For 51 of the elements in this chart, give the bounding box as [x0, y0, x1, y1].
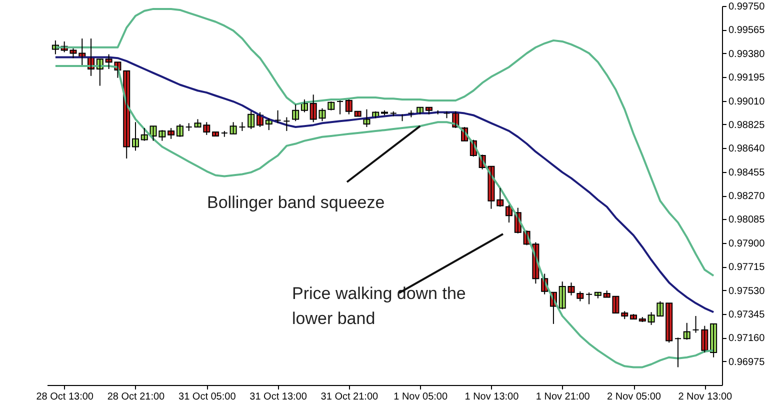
y-tick-label: 0.99750: [728, 2, 766, 12]
y-tick-label: 0.97160: [728, 333, 766, 344]
x-tick-label: 28 Oct 13:00: [36, 392, 94, 400]
candlestick: [594, 292, 602, 299]
candlestick: [354, 110, 362, 117]
y-tick-label: 0.99380: [728, 48, 766, 60]
candlestick: [274, 110, 282, 124]
y-tick-label: 0.97345: [728, 309, 766, 320]
candlestick: [621, 310, 628, 320]
candlestick: [390, 110, 397, 117]
x-tick-label: 31 Oct 21:00: [320, 392, 378, 400]
y-tick-label: 0.98455: [728, 167, 766, 178]
candlestick: [140, 128, 148, 142]
x-tick-label: 2 Nov 05:00: [607, 392, 662, 400]
x-tick-label: 31 Oct 05:00: [178, 392, 236, 400]
candlestick: [238, 122, 246, 132]
x-tick-label: 28 Oct 21:00: [107, 392, 166, 400]
x-tick-label: 1 Nov 21:00: [536, 392, 590, 400]
candlestick: [674, 337, 682, 368]
candlestick: [194, 118, 202, 128]
candlestick: [336, 100, 344, 115]
x-tick-label: 1 Nov 13:00: [464, 392, 520, 400]
y-tick-label: 0.99010: [728, 96, 766, 108]
y-tick-label: 0.98825: [728, 120, 766, 131]
x-tick-label: 31 Oct 13:00: [250, 392, 308, 400]
y-tick-label: 0.98085: [728, 214, 766, 226]
y-tick-label: 0.98270: [728, 191, 766, 202]
y-tick-label: 0.97530: [728, 286, 766, 297]
candlestick: [212, 131, 220, 136]
y-tick-label: 0.97900: [728, 238, 766, 250]
y-tick-label: 0.97715: [728, 262, 766, 274]
candlestick: [425, 106, 432, 115]
annotation: Price walking down the lower band: [292, 284, 466, 328]
candlestick: [630, 314, 638, 320]
y-tick-label: 0.99195: [728, 72, 766, 84]
y-tick-label: 0.98640: [728, 144, 766, 155]
candlestick: [381, 110, 388, 116]
x-tick-label: 1 Nov 05:00: [394, 392, 448, 400]
candlestick: [692, 315, 700, 334]
candlestick: [638, 316, 646, 323]
candlestick: [185, 122, 192, 132]
candlestick: [586, 292, 593, 305]
candlestick: [443, 110, 450, 119]
x-tick-label: 2 Nov 13:00: [678, 392, 733, 400]
y-tick-label: 0.99565: [728, 25, 766, 36]
annotation: Bollinger band squeeze: [207, 193, 385, 212]
candlestick: [220, 130, 228, 138]
y-tick-label: 0.96975: [728, 356, 766, 368]
candlestick: [576, 290, 584, 302]
candlestick: [230, 122, 237, 134]
candlestick: [283, 116, 290, 132]
